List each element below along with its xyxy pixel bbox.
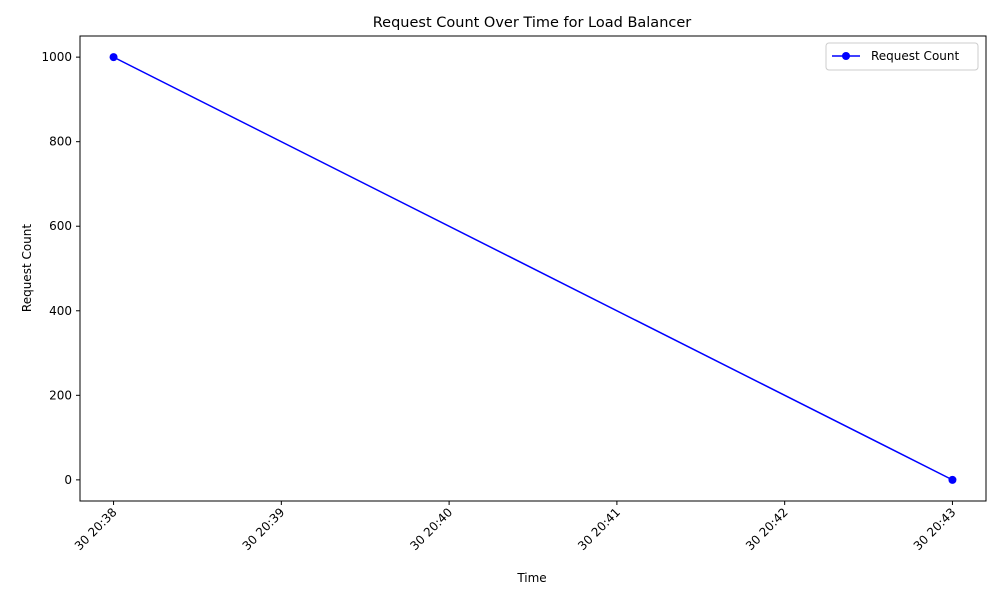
x-tick-label: 30 20:38: [72, 505, 120, 553]
x-axis: 30 20:38 30 20:39 30 20:40 30 20:41 30 20:42…: [72, 501, 959, 553]
x-axis-label: Time: [516, 571, 546, 585]
plot-area-frame: [79, 35, 987, 502]
series-layer: [109, 53, 957, 484]
y-axis: 0 200 400 600 800 1000: [41, 50, 80, 487]
x-tick-label: 30 20:42: [743, 505, 791, 553]
x-tick-label: 30 20:43: [911, 505, 959, 553]
legend-box: [825, 42, 979, 71]
y-axis-label: Request Count: [20, 224, 34, 312]
legend-entry-request-count: Request Count: [871, 49, 959, 63]
y-tick-label: 800: [49, 135, 72, 149]
y-tick-label: 200: [49, 388, 72, 402]
y-tick-label: 0: [64, 473, 72, 487]
series-line-request-count: [113, 56, 953, 481]
legend-marker-swatch: [842, 52, 850, 60]
data-point: [948, 475, 957, 484]
data-point: [109, 53, 118, 62]
y-tick-label: 1000: [41, 50, 72, 64]
x-tick-label: 30 20:40: [407, 505, 455, 553]
x-tick-label: 30 20:39: [240, 505, 288, 553]
legend: Request Count: [825, 42, 979, 71]
y-tick-label: 400: [49, 304, 72, 318]
x-tick-label: 30 20:41: [575, 505, 623, 553]
y-tick-label: 600: [49, 219, 72, 233]
chart-title: Request Count Over Time for Load Balance…: [373, 15, 692, 31]
